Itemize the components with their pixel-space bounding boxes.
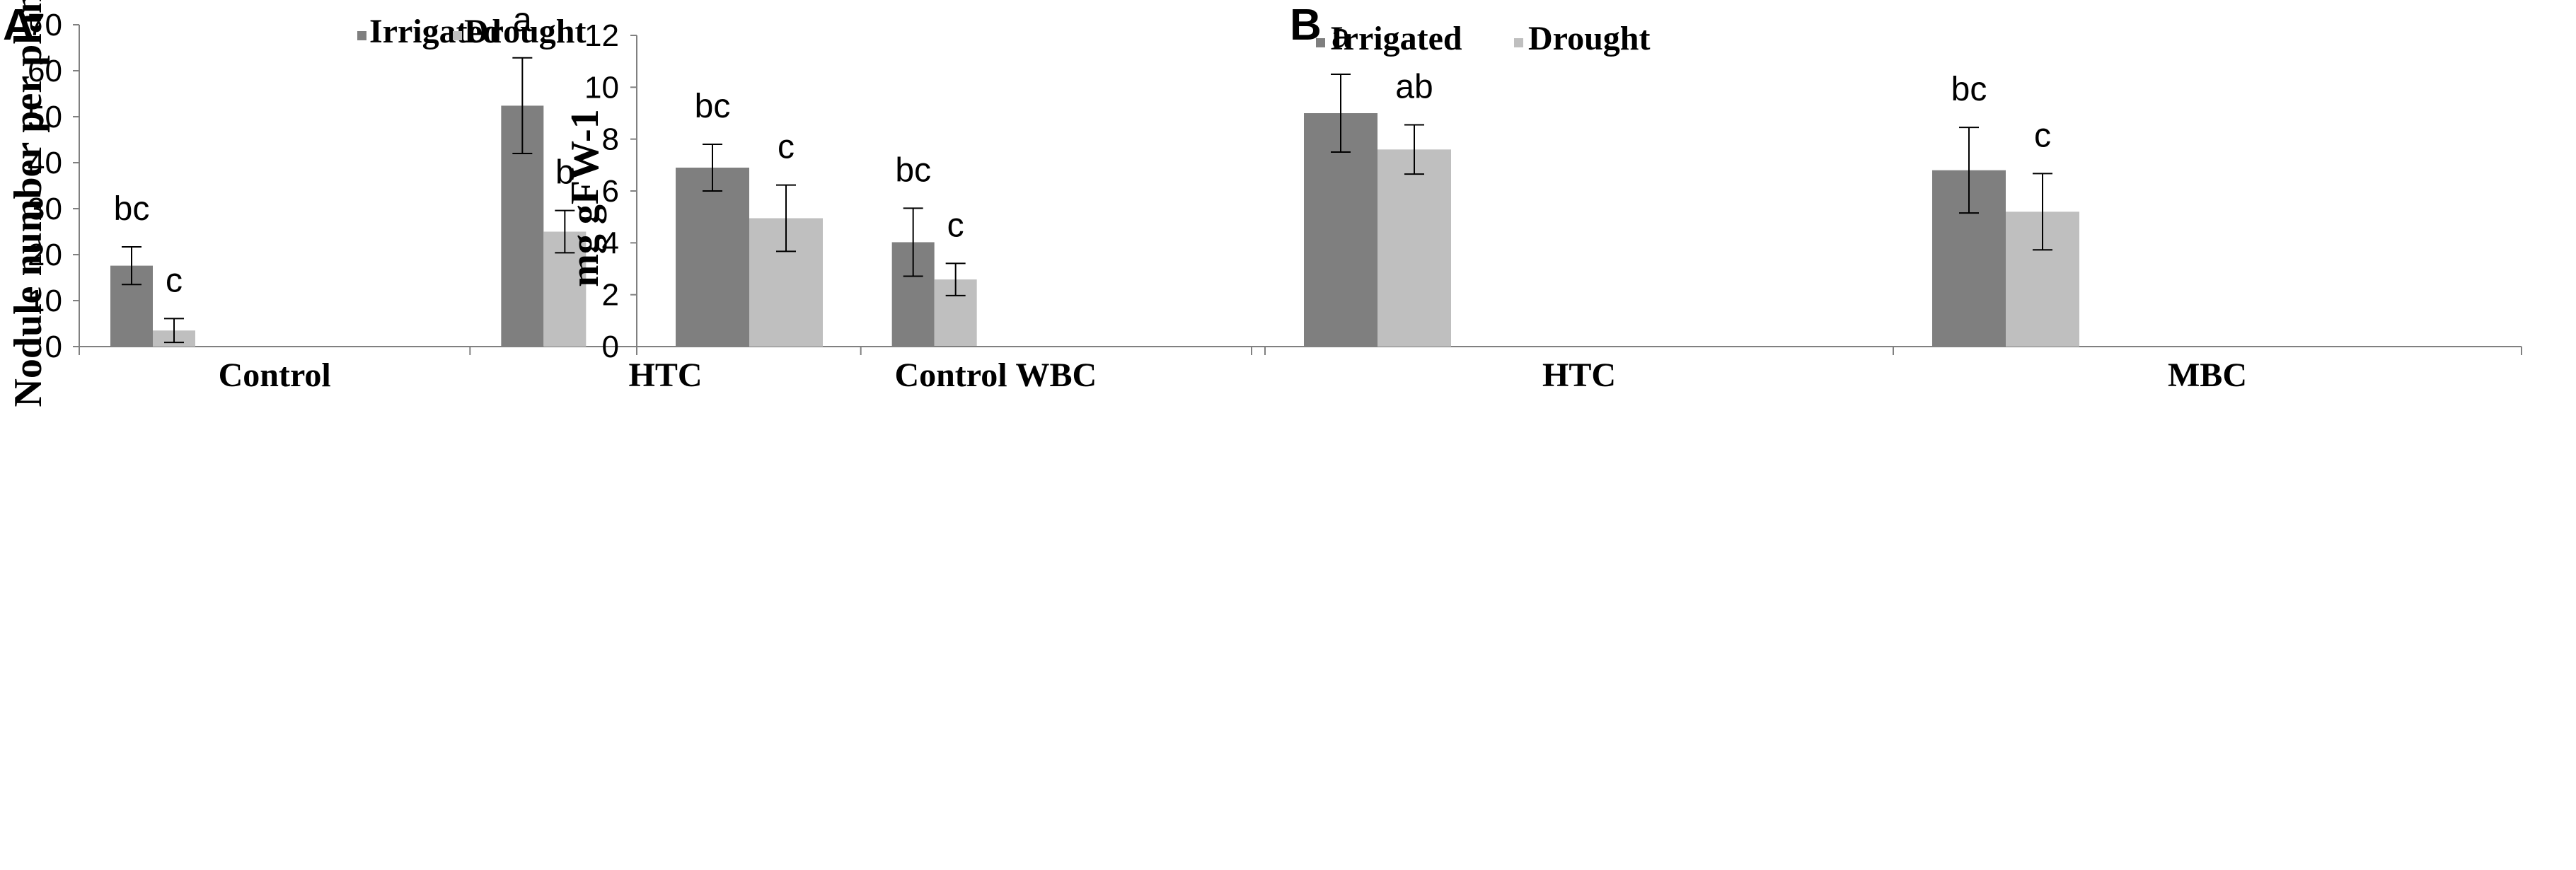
panel-b-significance-label: ab (1395, 69, 1433, 106)
panel-b-category-label: Control (894, 356, 1007, 394)
panel-b-legend-label-drought: Drought (1528, 20, 1650, 57)
panel-a-legend-swatch-irrigated (357, 31, 366, 40)
panel-a-category-label: Control (219, 356, 331, 394)
panel-b-legend-swatch-irrigated (1316, 38, 1325, 47)
panel-b-y-tick-label: 4 (602, 226, 619, 260)
panel-a-y-tick-label: 50 (28, 100, 62, 134)
panel-b-bar-drought (1377, 149, 1451, 347)
panel-b-significance-label: bc (695, 88, 731, 125)
panel-b-y-tick-label: 12 (584, 18, 619, 53)
panel-b-category-label: HTC (1542, 356, 1616, 394)
panel-a-y-tick-label: 10 (28, 284, 62, 318)
panel-b-y-tick-label: 0 (602, 330, 619, 364)
panel-a-legend-label-drought: Drought (464, 13, 586, 50)
panel-a-y-axis-title: Nodule number per plant (6, 0, 50, 407)
panel-a-y-tick-label: 20 (28, 238, 62, 272)
panel-a-significance-label: a (513, 1, 532, 39)
panel-a-significance-label: c (947, 207, 964, 244)
panel-b-significance-label: c (778, 129, 795, 166)
panel-b-legend-label-irrigated: Irrigated (1330, 20, 1462, 57)
panel-a-letter: A (3, 1, 35, 50)
panel-a-category-label: HTC (628, 356, 702, 394)
panel-b-y-axis-title: mg gFW-1 (563, 109, 607, 286)
panel-b-significance-label: bc (1951, 71, 1987, 108)
panel-a-legend-label-irrigated: Irrigated (369, 13, 502, 50)
panel-b-category-label: MBC (2168, 356, 2247, 394)
panel-a-significance-label: bc (114, 190, 150, 228)
panel-a-y-tick-label: 0 (45, 330, 62, 364)
panel-b-legend-swatch-drought (1514, 38, 1523, 47)
panel-a-category-label: WBC (1015, 356, 1097, 394)
panel-a-y-tick-label: 40 (28, 146, 62, 180)
panel-a-legend-swatch-drought (453, 31, 462, 40)
panel-b-bar-irrigated (676, 168, 749, 347)
panel-a-significance-label: b (555, 154, 574, 192)
panel-b-y-tick-label: 8 (602, 122, 619, 157)
panel-b-y-tick-label: 10 (584, 70, 619, 105)
panel-b-y-tick-label: 2 (602, 278, 619, 313)
panel-b-y-tick-label: 6 (602, 174, 619, 209)
panel-a-y-tick-label: 30 (28, 192, 62, 226)
panel-a-y-tick-label: 60 (28, 54, 62, 88)
panel-a-y-tick-label: 70 (28, 8, 62, 42)
panel-a-significance-label: c (166, 262, 183, 299)
panel-a-significance-label: bc (895, 151, 931, 189)
panel-b-significance-label: a (1332, 18, 1351, 55)
panel-b-significance-label: c (2034, 117, 2051, 154)
